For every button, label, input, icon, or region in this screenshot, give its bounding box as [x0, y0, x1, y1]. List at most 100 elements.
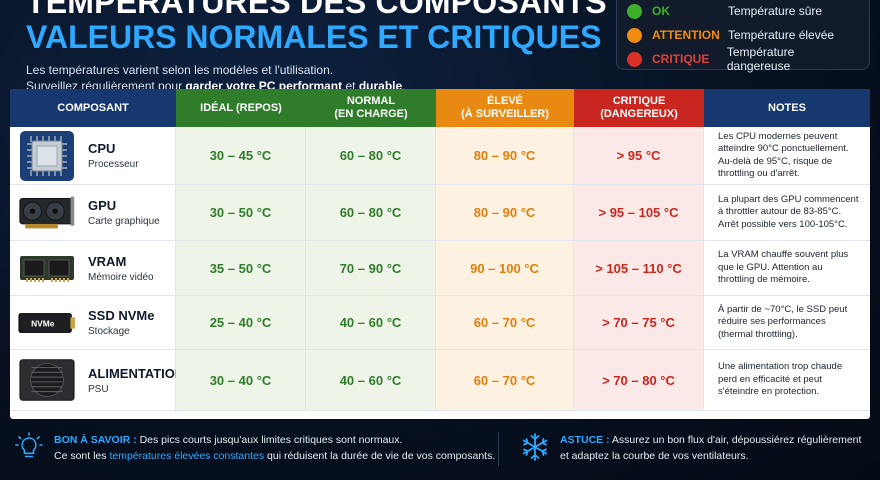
tip-text: ASTUCE : Assurez un bon flux d'air, dépo…	[560, 432, 861, 464]
subtitle-text: .	[402, 79, 406, 93]
note-line: Une alimentation trop chaude	[718, 361, 843, 373]
status-dot-icon	[627, 51, 642, 67]
note-line: réduire ses performances	[718, 316, 826, 328]
normal-value: 70 – 90 °C	[339, 260, 402, 276]
eleve-value: 90 – 100 °C	[470, 260, 539, 276]
header-composant: COMPOSANT	[10, 89, 176, 127]
component-sub: Processeur	[88, 159, 139, 170]
header-label-sub: (DANGEREUX)	[600, 108, 678, 120]
ideal-cell: 25 – 40 °C	[176, 296, 306, 350]
legend-key: ATTENTION	[652, 28, 720, 42]
legend-desc: Température élevée	[728, 28, 835, 42]
normal-cell: 40 – 60 °C	[306, 296, 436, 350]
normal-cell: 40 – 60 °C	[306, 350, 436, 411]
header-notes: NOTES	[704, 89, 870, 127]
tip-line: Des pics courts jusqu'aux limites critiq…	[136, 434, 403, 446]
header-label: CRITIQUE	[612, 95, 666, 107]
ideal-value: 25 – 40 °C	[209, 315, 272, 330]
lightbulb-icon	[15, 432, 43, 458]
subtitle-text: et	[342, 79, 359, 93]
header-critique: CRITIQUE (DANGEREUX)	[574, 89, 704, 127]
eleve-value: 60 – 70 °C	[473, 372, 536, 388]
notes-cell: À partir de ~70°C, le SSD peut réduire se…	[704, 296, 870, 350]
ideal-value: 35 – 50 °C	[209, 260, 272, 276]
tip-line: Ce sont les	[54, 450, 110, 462]
footer: BON À SAVOIR : Des pics courts jusqu'aux…	[0, 422, 880, 480]
ideal-cell: 30 – 40 °C	[176, 350, 306, 411]
ssd-label: NVMe	[31, 318, 55, 328]
eleve-cell: 90 – 100 °C	[436, 241, 574, 296]
eleve-cell: 80 – 90 °C	[436, 185, 574, 241]
note-line: à throttler autour de 83-85°C.	[718, 206, 842, 218]
note-line: atteindre 90°C ponctuellement.	[718, 143, 849, 154]
legend-desc: Température dangereuse	[726, 45, 795, 73]
tip-text: BON À SAVOIR : Des pics courts jusqu'aux…	[54, 432, 495, 464]
note-line: Les CPU modernes peuvent	[718, 130, 838, 142]
ideal-cell: 35 – 50 °C	[176, 241, 306, 296]
header: TEMPÉRATURES DES COMPOSANTS PC : VALEURS…	[26, 0, 616, 94]
normal-cell: 60 – 80 °C	[306, 185, 436, 241]
legend-item-critique: CRITIQUE Température dangereuse	[627, 45, 859, 73]
status-dot-icon	[627, 3, 642, 19]
normal-value: 40 – 60 °C	[339, 372, 402, 388]
component-cell: CPU Processeur	[10, 127, 176, 185]
component-cell: GPU Carte graphique	[10, 185, 176, 241]
header-label-sub: (À SURVEILLER)	[461, 108, 549, 120]
legend-item-ok: OK Température sûre	[627, 0, 859, 23]
tip-line: Assurez un bon flux d'air, dépoussiérez …	[609, 434, 862, 446]
eleve-cell: 60 – 70 °C	[436, 350, 574, 411]
component-name: VRAM	[88, 253, 127, 269]
note-line: throttling ou d'arrêt.	[718, 168, 800, 179]
ideal-value: 30 – 50 °C	[209, 205, 272, 220]
header-normal: NORMAL (EN CHARGE)	[306, 89, 436, 127]
subtitle-line1: Les températures varient selon les modèl…	[26, 63, 334, 77]
tip-line: qui réduisent la durée de vie de vos com…	[264, 450, 496, 462]
ideal-value: 30 – 40 °C	[209, 372, 272, 388]
component-name: SSD NVMe	[88, 308, 155, 323]
footer-divider	[498, 432, 499, 466]
notes-cell: La VRAM chauffe souvent plus que le GPU. …	[704, 241, 870, 296]
normal-cell: 70 – 90 °C	[306, 241, 436, 296]
critique-cell: > 95 °C	[574, 127, 704, 185]
component-sub: Mémoire vidéo	[88, 271, 154, 283]
critique-value: > 105 – 110 °C	[595, 260, 682, 276]
eleve-value: 60 – 70 °C	[473, 315, 536, 330]
vram-icon	[18, 246, 76, 290]
normal-value: 60 – 80 °C	[339, 148, 402, 163]
tip-highlight: températures élevées constantes	[109, 450, 265, 462]
note-line: À partir de ~70°C, le SSD peut	[718, 303, 848, 315]
eleve-value: 80 – 90 °C	[473, 148, 536, 163]
note-line: que le GPU. Attention au	[718, 261, 823, 273]
legend-item-attention: ATTENTION Température élevée	[627, 23, 859, 47]
component-name: GPU	[88, 198, 117, 213]
normal-cell: 60 – 80 °C	[306, 127, 436, 185]
critique-value: > 95 °C	[616, 148, 661, 163]
notes-cell: Les CPU modernes peuvent atteindre 90°C p…	[704, 127, 870, 185]
critique-value: > 70 – 75 °C	[602, 315, 675, 330]
notes-cell: La plupart des GPU commencent à throttler…	[704, 185, 870, 241]
tip-line: et adaptez la courbe de vos ventilateurs…	[560, 450, 749, 462]
critique-value: > 70 – 80 °C	[602, 372, 675, 388]
psu-icon	[18, 358, 76, 402]
component-cell: NVMe SSD NVMe Stockage	[10, 296, 176, 350]
ideal-value: 30 – 45 °C	[209, 148, 272, 163]
ssd-icon: NVMe	[18, 301, 76, 345]
eleve-cell: 60 – 70 °C	[436, 296, 574, 350]
header-label: ÉLEVÉ	[486, 95, 524, 107]
status-dot-icon	[627, 27, 642, 43]
critique-cell: > 70 – 75 °C	[574, 296, 704, 350]
normal-value: 40 – 60 °C	[339, 315, 402, 330]
snowflake-icon	[522, 433, 548, 461]
component-cell: VRAM Mémoire vidéo	[10, 241, 176, 296]
critique-cell: > 95 – 105 °C	[574, 185, 704, 241]
gpu-icon	[18, 191, 76, 235]
component-name: ALIMENTATION	[88, 365, 185, 381]
header-label: IDÉAL (REPOS)	[200, 101, 282, 114]
legend-desc: Température sûre	[728, 4, 823, 18]
note-line: Au-delà de 95°C, risque de	[718, 155, 833, 167]
cpu-icon	[18, 130, 76, 181]
temperature-table: COMPOSANT IDÉAL (REPOS) NORMAL (EN CHARGE…	[10, 89, 870, 419]
eleve-cell: 80 – 90 °C	[436, 127, 574, 185]
note-line: throttling de mémoire.	[718, 274, 810, 286]
normal-value: 60 – 80 °C	[339, 205, 402, 220]
